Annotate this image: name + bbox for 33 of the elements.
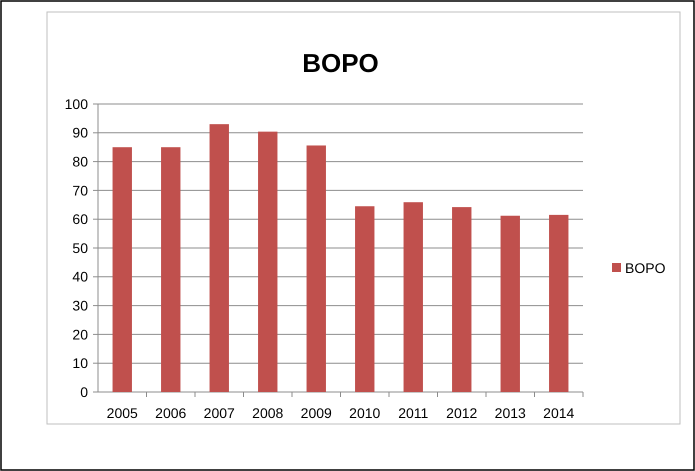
- chart-title: BOPO: [302, 48, 379, 78]
- x-tick-label: 2005: [106, 405, 138, 421]
- bar: [452, 207, 472, 392]
- x-tick-label: 2010: [349, 405, 381, 421]
- y-tick-label: 100: [64, 96, 88, 112]
- x-tick-label: 2007: [204, 405, 236, 421]
- x-tick-label: 2006: [155, 405, 187, 421]
- x-tick-label: 2008: [252, 405, 284, 421]
- x-tick-label: 2014: [543, 405, 575, 421]
- legend-label: BOPO: [625, 260, 666, 276]
- y-tick-label: 70: [72, 182, 88, 198]
- x-tick-label: 2009: [300, 405, 332, 421]
- y-tick-label: 90: [72, 124, 88, 141]
- bar: [258, 132, 278, 392]
- y-tick-label: 60: [72, 211, 88, 228]
- bar: [404, 202, 423, 392]
- y-tick-label: 20: [72, 326, 88, 342]
- x-tick-label: 2012: [446, 405, 478, 421]
- bar: [355, 206, 374, 392]
- bar: [549, 214, 568, 392]
- y-tick-label: 30: [72, 298, 88, 314]
- bar: [306, 145, 326, 392]
- y-tick-label: 10: [72, 355, 88, 372]
- y-tick-label: 40: [72, 268, 88, 285]
- x-tick-label: 2013: [494, 405, 526, 421]
- bar: [112, 147, 132, 392]
- y-tick-label: 50: [72, 240, 88, 256]
- bar: [161, 147, 180, 392]
- y-tick-label: 80: [72, 154, 88, 170]
- y-tick-label: 0: [80, 384, 88, 400]
- bar: [210, 124, 229, 392]
- bar: [500, 216, 520, 392]
- x-tick-label: 2011: [398, 405, 429, 421]
